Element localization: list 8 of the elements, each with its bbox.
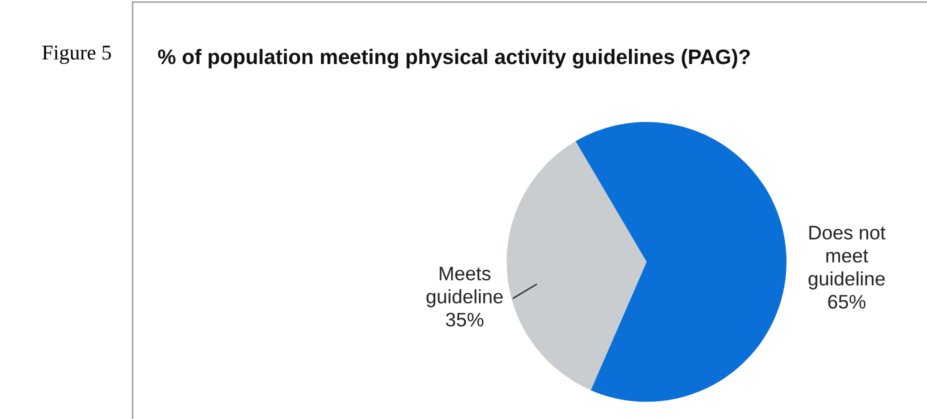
data-label: 65% <box>828 294 866 309</box>
pie-slice <box>576 122 786 402</box>
pie-slice <box>506 141 647 390</box>
slice-label: Meets guideline <box>426 266 503 308</box>
slice-label: Does not meet guideline <box>808 226 886 290</box>
chart-title: % of population meeting physical activity guidelines (PAG)? <box>158 48 750 68</box>
caption: Figure 5 <box>42 46 111 64</box>
data-label: 35% <box>446 312 484 327</box>
